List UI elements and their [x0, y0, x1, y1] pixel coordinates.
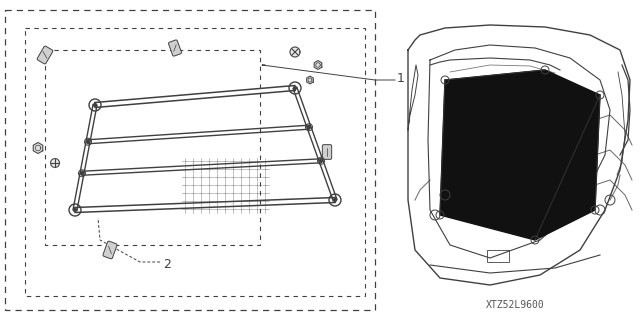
Circle shape [307, 126, 310, 129]
Circle shape [81, 172, 83, 175]
Polygon shape [290, 47, 300, 57]
Bar [45, 50, 260, 245]
Bar [5, 10, 375, 310]
Circle shape [74, 209, 77, 211]
Text: XTZ52L9600: XTZ52L9600 [486, 300, 545, 310]
FancyBboxPatch shape [168, 40, 182, 56]
Circle shape [294, 86, 296, 90]
Text: 1: 1 [397, 71, 405, 85]
FancyBboxPatch shape [323, 145, 332, 160]
Polygon shape [307, 76, 314, 84]
Circle shape [93, 103, 97, 107]
Circle shape [319, 159, 323, 162]
Bar [25, 28, 365, 296]
FancyBboxPatch shape [37, 46, 53, 64]
Circle shape [333, 198, 337, 202]
FancyBboxPatch shape [103, 241, 117, 259]
Polygon shape [33, 143, 43, 153]
Text: 2: 2 [163, 258, 171, 271]
Bar [487, 250, 509, 262]
Polygon shape [440, 70, 600, 240]
Circle shape [86, 140, 90, 143]
Polygon shape [51, 159, 60, 167]
Polygon shape [314, 61, 322, 70]
